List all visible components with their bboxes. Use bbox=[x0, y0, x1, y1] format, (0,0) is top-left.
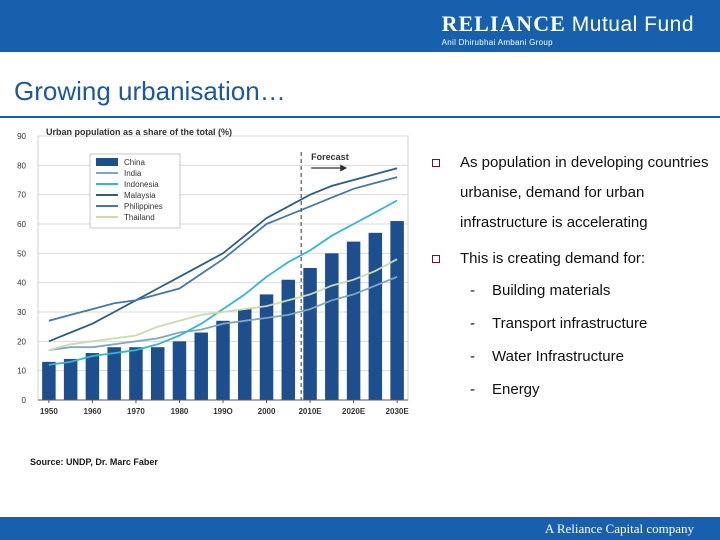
series-line-indonesia bbox=[48, 199, 398, 366]
bar-china bbox=[194, 332, 208, 400]
bar-china bbox=[281, 279, 296, 400]
x-tick-label: 1970 bbox=[127, 407, 145, 416]
dash-marker: - bbox=[470, 381, 475, 398]
bullet-item: This is creating demand for: bbox=[432, 244, 712, 274]
company-logo: RELIANCE Mutual Fund Anil Dhirubhai Amban… bbox=[442, 11, 694, 47]
sub-bullet-text: Energy bbox=[492, 381, 540, 398]
y-tick-label: 60 bbox=[17, 220, 26, 229]
footer-bar: A Reliance Capital company bbox=[0, 517, 720, 540]
footer-company: A Reliance Capital company bbox=[544, 521, 694, 536]
y-tick-label: 20 bbox=[17, 337, 26, 346]
bar-china bbox=[325, 253, 339, 400]
series-line-malaysia bbox=[48, 167, 398, 343]
legend-label: India bbox=[124, 169, 142, 178]
series-line-thailand bbox=[48, 258, 398, 351]
chart-title: Urban population as a share of the total… bbox=[46, 127, 232, 137]
series-line-india bbox=[48, 275, 398, 351]
bar-china bbox=[259, 294, 274, 400]
forecast-label: Forecast bbox=[311, 152, 349, 162]
bar-china bbox=[390, 221, 404, 400]
source-note: Source: UNDP, Dr. Marc Faber bbox=[30, 457, 158, 467]
legend-label: China bbox=[124, 158, 145, 167]
urbanisation-chart: 0 10 20 30 40 50 60 70 80 90 Urban population as a… bbox=[10, 126, 420, 426]
bar-china bbox=[129, 347, 143, 400]
y-tick-label: 40 bbox=[17, 279, 26, 288]
y-tick-label: 70 bbox=[17, 191, 26, 200]
bar-china bbox=[238, 309, 252, 400]
chart-svg: 0 10 20 30 40 50 60 70 80 90 Urban population as a… bbox=[17, 127, 410, 416]
y-tick-label: 0 bbox=[22, 396, 27, 405]
bullet-square-icon bbox=[432, 159, 440, 167]
legend-label: Indonesia bbox=[124, 180, 159, 189]
logo-product: Mutual Fund bbox=[571, 13, 694, 36]
sub-bullet-text: Water Infrastructure bbox=[492, 348, 624, 365]
x-tick-label: 199O bbox=[213, 407, 233, 416]
bar-china bbox=[85, 353, 100, 400]
bullet-item: As population in developing countries ur… bbox=[432, 148, 712, 238]
legend-label: Malaysia bbox=[124, 191, 156, 200]
bar-china bbox=[107, 347, 121, 400]
bar-china bbox=[150, 347, 165, 400]
y-tick-label: 50 bbox=[17, 249, 26, 258]
dash-marker: - bbox=[470, 282, 475, 299]
y-tick-label: 80 bbox=[17, 161, 26, 170]
sub-bullet-item: - Transport infrastructure bbox=[432, 307, 712, 340]
bullet-text: As population in developing countries ur… bbox=[460, 154, 709, 231]
title-divider bbox=[0, 116, 720, 118]
logo-brand: RELIANCE bbox=[441, 11, 566, 36]
sub-bullet-item: - Water Infrastructure bbox=[432, 340, 712, 373]
legend-label: Philippines bbox=[124, 202, 163, 211]
bar-china bbox=[346, 241, 361, 400]
y-tick-label: 10 bbox=[17, 367, 26, 376]
slide-title: Growing urbanisation… bbox=[14, 76, 286, 106]
bullet-text: This is creating demand for: bbox=[460, 250, 646, 267]
y-tick-label: 90 bbox=[17, 132, 26, 141]
dash-marker: - bbox=[470, 315, 475, 332]
y-tick-label: 30 bbox=[17, 308, 26, 317]
legend-label: Thailand bbox=[124, 213, 155, 222]
bar-china bbox=[368, 232, 383, 400]
x-tick-label: 1980 bbox=[171, 407, 189, 416]
bullet-list: As population in developing countries ur… bbox=[432, 148, 712, 406]
x-tick-label: 2020E bbox=[342, 407, 366, 416]
x-tick-label: 2030E bbox=[386, 407, 410, 416]
legend-swatch bbox=[96, 158, 118, 166]
forecast-arrow-icon bbox=[340, 164, 348, 172]
bullet-square-icon bbox=[432, 255, 440, 263]
dash-marker: - bbox=[470, 348, 475, 365]
sub-bullet-item: - Building materials bbox=[432, 274, 712, 307]
header-bar: RELIANCE Mutual Fund Anil Dhirubhai Amban… bbox=[0, 0, 720, 52]
x-tick-label: 1950 bbox=[40, 407, 58, 416]
bar-china bbox=[63, 358, 78, 400]
bar-china bbox=[42, 361, 56, 400]
logo-group: Anil Dhirubhai Ambani Group bbox=[441, 38, 553, 47]
sub-bullet-item: - Energy bbox=[432, 373, 712, 406]
sub-bullet-text: Building materials bbox=[492, 282, 611, 299]
x-tick-label: 2010E bbox=[298, 407, 322, 416]
bar-china bbox=[216, 320, 230, 400]
bar-china bbox=[172, 341, 187, 400]
x-tick-label: 2000 bbox=[258, 407, 276, 416]
sub-bullet-text: Transport infrastructure bbox=[492, 315, 648, 332]
legend-box bbox=[89, 153, 181, 229]
bar-china bbox=[303, 268, 317, 400]
x-tick-label: 1960 bbox=[84, 407, 102, 416]
series-line-philippines bbox=[48, 176, 398, 322]
